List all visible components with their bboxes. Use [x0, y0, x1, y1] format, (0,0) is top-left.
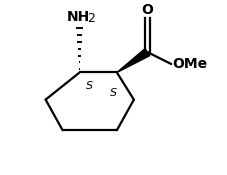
- Text: OMe: OMe: [172, 57, 207, 71]
- Text: S: S: [110, 88, 117, 98]
- Text: 2: 2: [87, 12, 94, 25]
- Polygon shape: [117, 49, 150, 72]
- Text: NH: NH: [67, 10, 90, 24]
- Text: S: S: [86, 81, 93, 91]
- Text: O: O: [141, 3, 153, 17]
